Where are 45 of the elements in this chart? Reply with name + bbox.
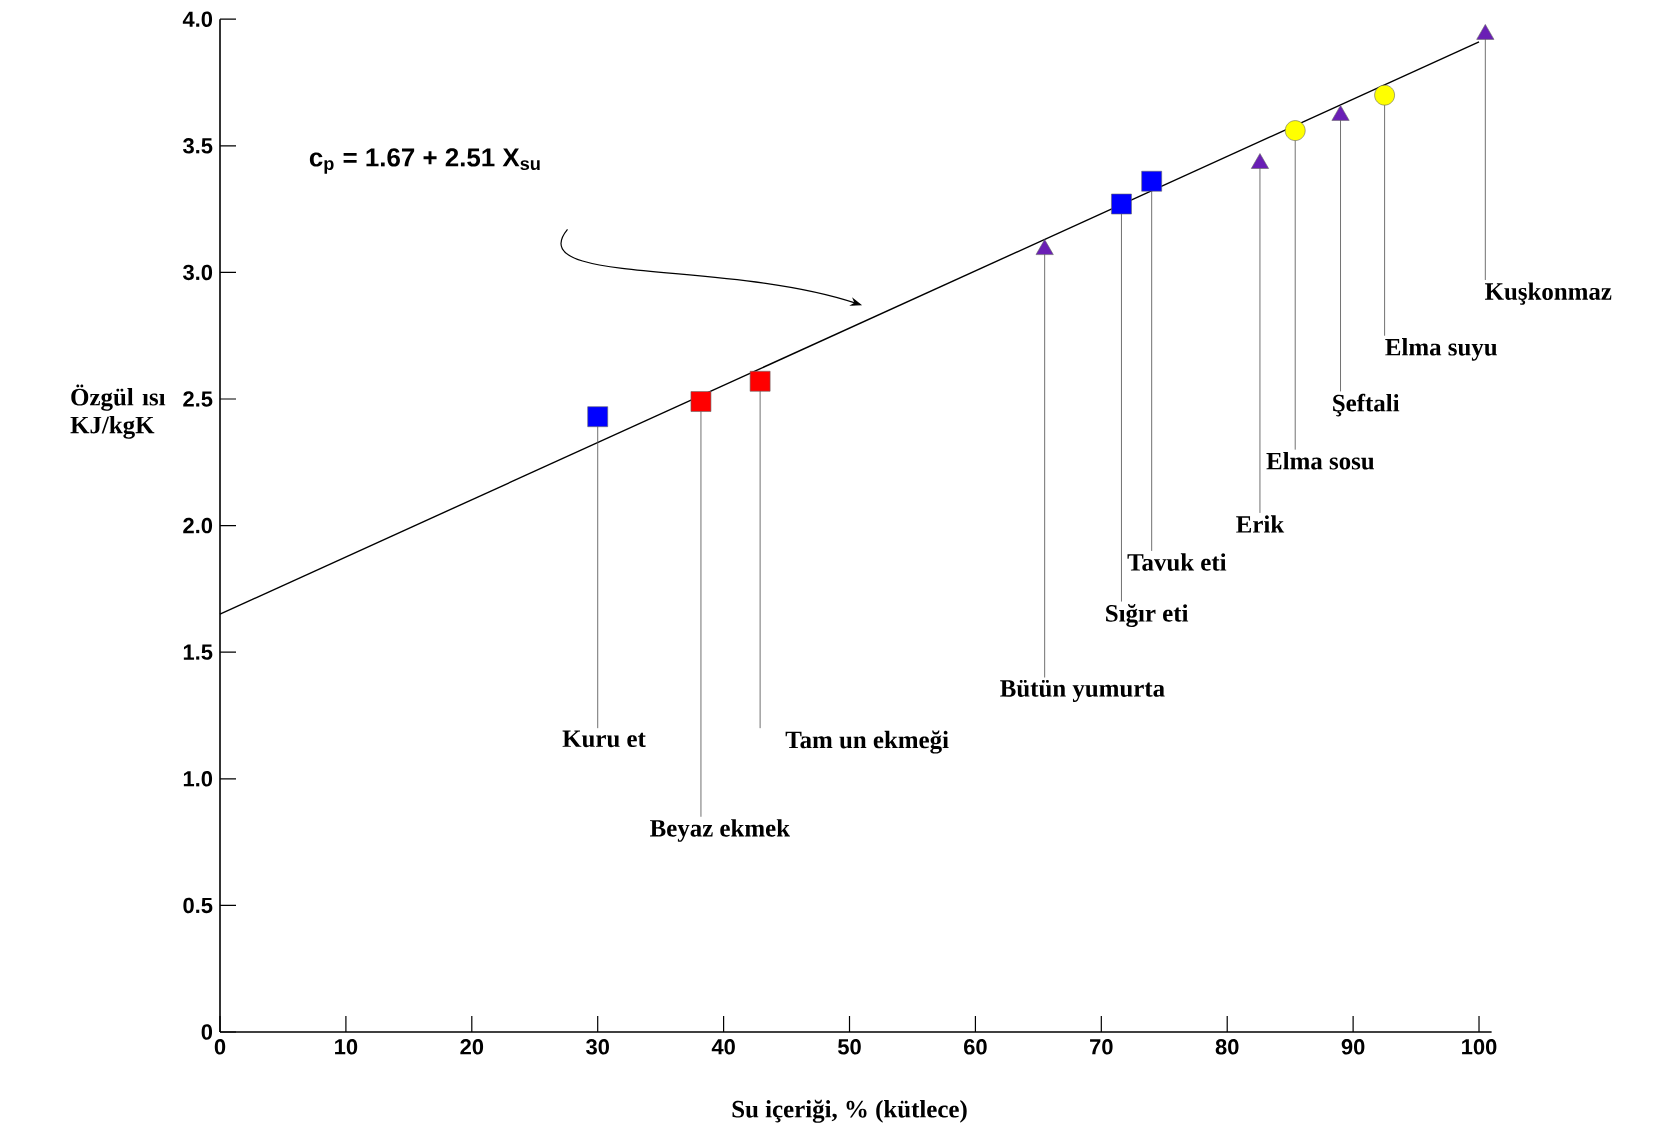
annotation: c$_{p}$ = 1.67 + 2.51 X$_{su}$ [309,148,540,174]
point [1284,120,1306,141]
x-tick-label: 0 [214,1039,226,1055]
annotation: Elma sosu [1266,452,1375,470]
x-axis-title: Su içeriği, % (kütlece) [732,1099,967,1123]
annotation: Bütün yumurta [1000,679,1165,702]
x-tick-label: 100 [1462,1039,1497,1055]
y-tick-label: 0 [201,1024,213,1040]
point [749,370,771,392]
point [1141,170,1162,192]
annotation: Kuşkonmaz [1485,282,1612,305]
point [1374,84,1395,106]
y-tick-label: 3.0 [182,264,213,281]
y-tick-label: 3.5 [182,138,213,154]
point [1331,105,1350,121]
y-tick-label: 2.5 [183,391,213,407]
annotation: Sığır eti [1106,603,1189,627]
point [587,406,608,428]
annotation: Elma suyu [1385,338,1497,361]
x-tick-label: 70 [1090,1039,1113,1055]
x-tick-label: 60 [964,1039,987,1055]
annotation: Tam un ekmeği [785,730,949,754]
x-tick-label: 90 [1341,1039,1365,1055]
x-tick-label: 20 [460,1039,484,1055]
x-tick-label: 10 [335,1039,358,1055]
annotation: Şeftali [1333,393,1400,417]
annotation: Tavuk eti [1127,553,1227,571]
x-tick-label: 40 [711,1039,735,1055]
point [1476,24,1495,40]
point [1035,239,1054,255]
y-axis-title: Özgül ısı KJ/kgK [70,384,166,439]
point [1111,193,1132,215]
y-tick-label: 1.5 [183,644,213,660]
point [690,391,712,412]
annotation: Kuru et [562,730,646,748]
annotation: Erik [1236,515,1285,533]
x-tick-label: 80 [1215,1039,1239,1055]
x-tick-label: 30 [586,1039,609,1055]
x-tick-label: 50 [838,1039,861,1055]
y-tick-label: 1.0 [183,771,213,787]
y-tick-label: 0.5 [183,897,213,914]
point [1250,153,1269,169]
y-tick-label: 4.0 [182,11,213,27]
annotation: Beyaz ekmek [650,819,790,842]
y-tick-label: 2.0 [183,517,213,534]
